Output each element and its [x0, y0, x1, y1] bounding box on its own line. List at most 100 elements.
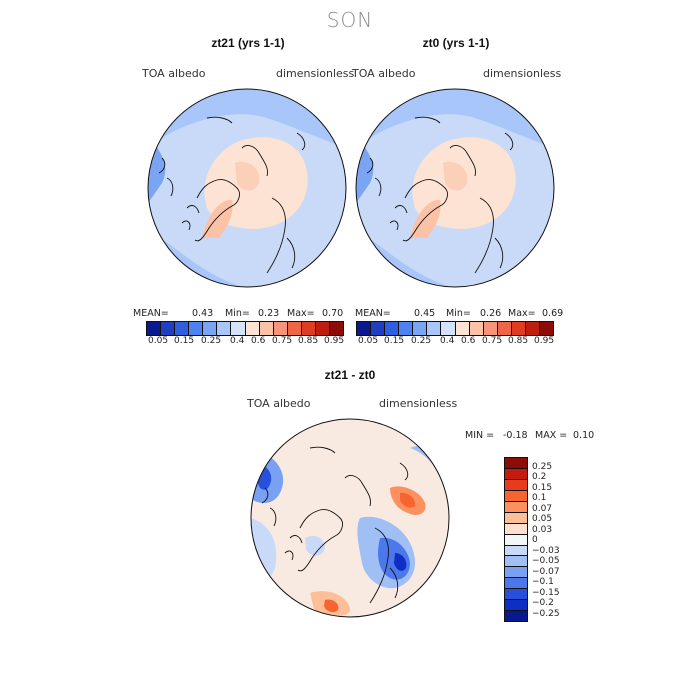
colorbar-swatch [399, 322, 414, 335]
diff-max-value: 0.10 [573, 430, 595, 441]
colorbar-swatch [540, 322, 554, 335]
panel-2-colorbar [356, 321, 554, 336]
panel-2-min-value: 0.26 [480, 308, 502, 319]
colorbar-swatch [511, 322, 526, 335]
panel-2-field-label: TOA albedo [352, 67, 416, 80]
colorbar-swatch [273, 322, 288, 335]
panel-2-title: zt0 (yrs 1-1) [422, 36, 490, 50]
colorbar-swatch [287, 322, 302, 335]
panel-2-mean-label: MEAN= [355, 308, 391, 319]
colorbar-swatch [497, 322, 512, 335]
panel-1-field-label: TOA albedo [142, 67, 206, 80]
colorbar-swatch [505, 479, 527, 491]
panel-2-max-label: Max= [508, 308, 536, 319]
panel-1-mean-label: MEAN= [133, 308, 169, 319]
colorbar-tick: 0.15 [384, 336, 405, 346]
colorbar-tick: −0.05 [532, 556, 560, 566]
colorbar-tick: −0.1 [532, 577, 554, 587]
colorbar-tick: 0.25 [201, 336, 222, 346]
colorbar-swatch [189, 322, 204, 335]
panel-1-max-label: Max= [287, 308, 315, 319]
panel-2-mean-value: 0.45 [414, 308, 436, 319]
diff-colorbar [504, 457, 528, 622]
colorbar-tick: −0.15 [532, 588, 560, 598]
panel-1-polar-map [147, 88, 347, 288]
colorbar-tick: 0.75 [272, 336, 293, 346]
colorbar-swatch [413, 322, 428, 335]
colorbar-swatch [505, 611, 527, 622]
panel-2-polar-map [355, 88, 555, 288]
colorbar-swatch [245, 322, 260, 335]
colorbar-swatch [441, 322, 456, 335]
colorbar-swatch [505, 458, 527, 469]
panel-1-min-label: Min= [225, 308, 250, 319]
panel-2-units-label: dimensionless [483, 67, 562, 80]
colorbar-tick: 0.4 [230, 336, 245, 346]
panel-1-colorbar-ticks: 0.05 0.15 0.25 0.4 0.6 0.75 0.85 0.95 [146, 336, 345, 348]
panel-1-title: zt21 (yrs 1-1) [211, 36, 285, 50]
colorbar-tick: 0.05 [148, 336, 169, 346]
colorbar-tick: −0.2 [532, 598, 554, 608]
colorbar-swatch [231, 322, 246, 335]
colorbar-tick: 0.03 [532, 525, 553, 535]
colorbar-swatch [301, 322, 316, 335]
colorbar-swatch [455, 322, 470, 335]
colorbar-swatch [505, 589, 527, 601]
colorbar-swatch [175, 322, 190, 335]
colorbar-tick: 0.2 [532, 472, 547, 482]
colorbar-swatch [385, 322, 400, 335]
panel-1-colorbar [146, 321, 344, 336]
colorbar-swatch [147, 322, 162, 335]
diff-min-value: -0.18 [503, 430, 528, 441]
colorbar-swatch [505, 501, 527, 513]
colorbar-tick: 0.75 [482, 336, 503, 346]
panel-2-max-value: 0.69 [542, 308, 564, 319]
colorbar-tick: 0.6 [251, 336, 266, 346]
colorbar-swatch [371, 322, 386, 335]
colorbar-tick: −0.07 [532, 567, 560, 577]
colorbar-swatch [505, 490, 527, 502]
colorbar-tick: 0.07 [532, 504, 553, 514]
colorbar-swatch [505, 468, 527, 480]
colorbar-swatch [357, 322, 372, 335]
diff-colorbar-ticks: 0.25 0.2 0.15 0.1 0.07 0.05 0.03 0 −0.03… [532, 457, 592, 620]
colorbar-tick: 0.95 [534, 336, 555, 346]
diff-panel-field-label: TOA albedo [247, 397, 311, 410]
colorbar-tick: 0.95 [324, 336, 345, 346]
colorbar-tick: 0.05 [532, 514, 553, 524]
panel-1-min-value: 0.23 [258, 308, 280, 319]
colorbar-tick: 0.1 [532, 493, 547, 503]
panel-2-min-label: Min= [446, 308, 471, 319]
diff-min-label: MIN = [465, 430, 495, 441]
colorbar-swatch [505, 578, 527, 590]
colorbar-tick: −0.03 [532, 546, 560, 556]
colorbar-tick: 0.4 [440, 336, 455, 346]
colorbar-swatch [469, 322, 484, 335]
colorbar-tick: 0.05 [358, 336, 379, 346]
diff-max-label: MAX = [535, 430, 568, 441]
colorbar-tick: 0.85 [508, 336, 529, 346]
diff-panel-title: zt21 - zt0 [324, 368, 376, 382]
colorbar-swatch [505, 523, 527, 535]
colorbar-swatch [161, 322, 176, 335]
panel-1-mean-value: 0.43 [192, 308, 214, 319]
colorbar-tick: 0.25 [411, 336, 432, 346]
colorbar-tick: −0.25 [532, 609, 560, 619]
colorbar-tick: 0.85 [298, 336, 319, 346]
diff-polar-map [250, 418, 450, 618]
season-title: SON [326, 8, 374, 32]
colorbar-swatch [315, 322, 331, 335]
colorbar-swatch [203, 322, 218, 335]
colorbar-swatch [505, 556, 527, 568]
colorbar-swatch [427, 322, 442, 335]
colorbar-swatch [505, 600, 527, 612]
colorbar-swatch [505, 545, 527, 557]
panel-1-max-value: 0.70 [322, 308, 344, 319]
colorbar-tick: 0.15 [174, 336, 195, 346]
colorbar-swatch [505, 534, 527, 546]
colorbar-tick: 0 [532, 535, 538, 545]
colorbar-tick: 0.6 [461, 336, 476, 346]
colorbar-tick: 0.25 [532, 462, 553, 472]
colorbar-swatch [259, 322, 274, 335]
colorbar-swatch [330, 322, 344, 335]
